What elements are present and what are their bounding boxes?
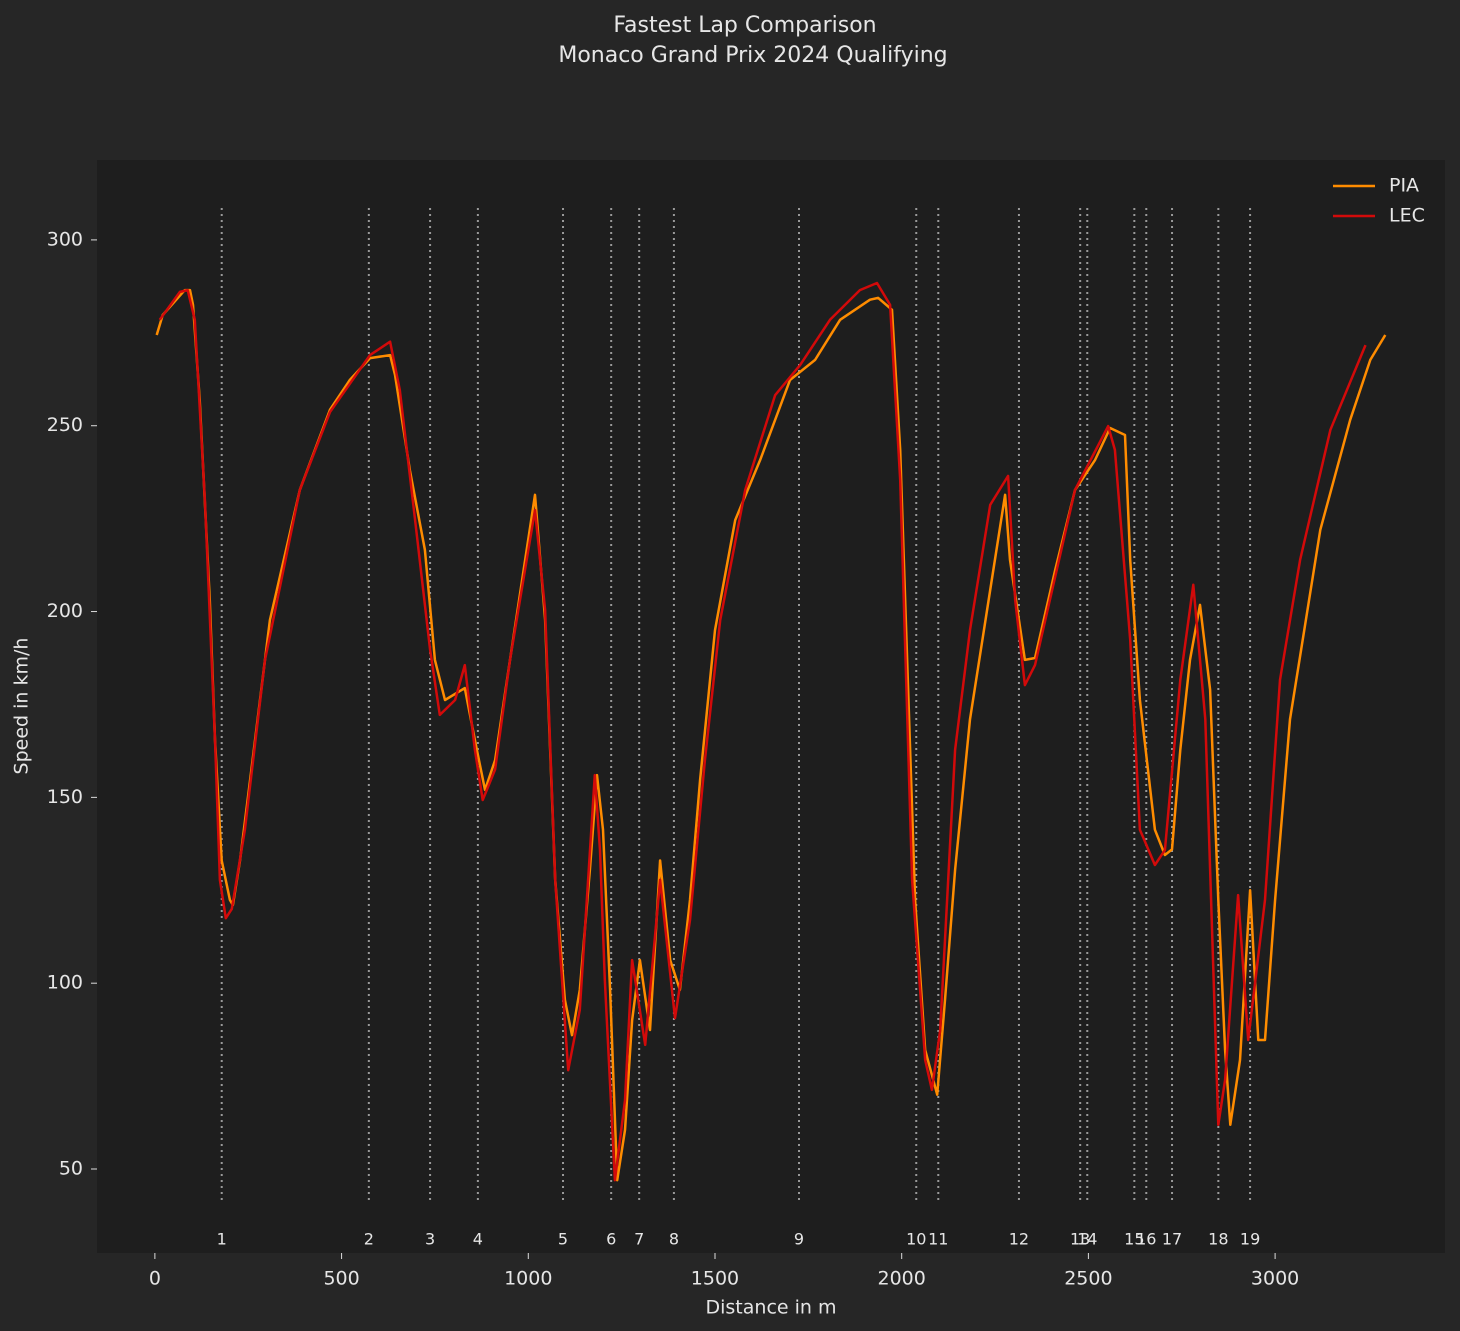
x-tick-label: 2500 [1064, 1268, 1112, 1290]
legend-box [1323, 166, 1437, 238]
x-tick-label: 1500 [691, 1268, 739, 1290]
series-line [155, 288, 1387, 1182]
corner-label: 4 [473, 1230, 483, 1249]
corner-label: 11 [928, 1230, 948, 1249]
corner-label: 16 [1136, 1230, 1156, 1249]
corner-label: 2 [364, 1230, 374, 1249]
y-tick-label: 50 [59, 1158, 83, 1180]
corner-label: 12 [1009, 1230, 1029, 1249]
y-tick-label: 250 [47, 414, 83, 436]
corner-label: 18 [1208, 1230, 1228, 1249]
corner-label: 13 [1070, 1230, 1090, 1249]
y-tick-label: 300 [47, 228, 83, 250]
corner-label: 14 [1077, 1230, 1097, 1249]
y-tick-label: 200 [47, 600, 83, 622]
y-axis-label: Speed in km/h [11, 638, 33, 775]
corner-label: 8 [669, 1230, 679, 1249]
x-tick-label: 0 [149, 1268, 161, 1290]
corner-label: 7 [634, 1230, 644, 1249]
series-line [158, 281, 1367, 1182]
y-tick-label: 100 [47, 972, 83, 994]
x-tick-label: 500 [323, 1268, 359, 1290]
chart-title: Fastest Lap Comparison [613, 13, 876, 38]
legend-label: PIA [1389, 175, 1419, 197]
corner-label: 3 [425, 1230, 435, 1249]
x-tick-label: 3000 [1251, 1268, 1299, 1290]
corner-label: 17 [1162, 1230, 1182, 1249]
chart-subtitle: Monaco Grand Prix 2024 Qualifying [558, 43, 947, 68]
corner-label: 9 [794, 1230, 804, 1249]
corner-label: 15 [1124, 1230, 1144, 1249]
y-tick-label: 150 [47, 786, 83, 808]
corner-label: 6 [606, 1230, 616, 1249]
corner-label: 5 [558, 1230, 568, 1249]
legend-label: LEC [1389, 205, 1425, 227]
plot-area [97, 160, 1445, 1253]
corner-label: 19 [1240, 1230, 1260, 1249]
x-axis-label: Distance in m [706, 1297, 837, 1319]
corner-label: 1 [217, 1230, 227, 1249]
corner-label: 10 [906, 1230, 926, 1249]
x-tick-label: 2000 [878, 1268, 926, 1290]
x-tick-label: 1000 [504, 1268, 552, 1290]
